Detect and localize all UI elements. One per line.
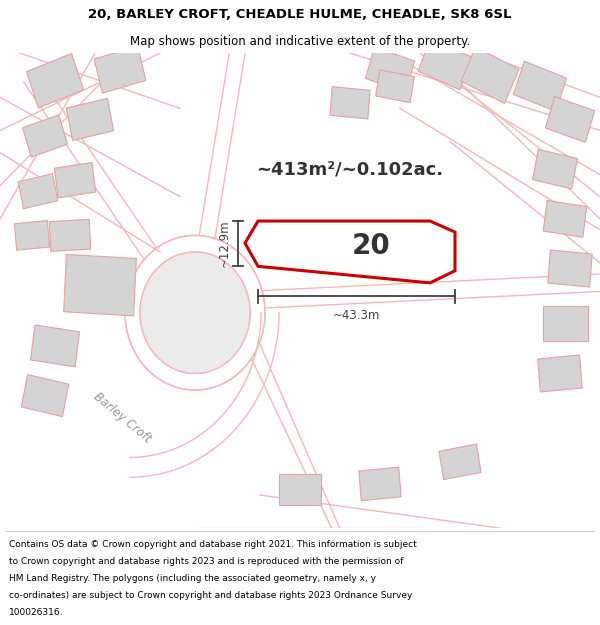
Polygon shape: [279, 474, 321, 505]
Text: ~12.9m: ~12.9m: [218, 220, 231, 268]
Polygon shape: [18, 174, 58, 209]
Text: HM Land Registry. The polygons (including the associated geometry, namely x, y: HM Land Registry. The polygons (includin…: [9, 574, 376, 582]
Text: Barley Croft: Barley Croft: [91, 390, 153, 445]
Polygon shape: [538, 355, 582, 392]
Polygon shape: [31, 325, 80, 367]
Polygon shape: [245, 221, 455, 283]
Polygon shape: [23, 115, 67, 157]
Text: 20, BARLEY CROFT, CHEADLE HULME, CHEADLE, SK8 6SL: 20, BARLEY CROFT, CHEADLE HULME, CHEADLE…: [88, 8, 512, 21]
Polygon shape: [418, 39, 472, 90]
Polygon shape: [94, 46, 146, 93]
Polygon shape: [548, 250, 592, 287]
Polygon shape: [64, 254, 136, 316]
Circle shape: [140, 252, 250, 374]
Polygon shape: [330, 87, 370, 119]
Polygon shape: [514, 61, 566, 111]
Polygon shape: [365, 47, 415, 92]
Text: Contains OS data © Crown copyright and database right 2021. This information is : Contains OS data © Crown copyright and d…: [9, 540, 417, 549]
Text: co-ordinates) are subject to Crown copyright and database rights 2023 Ordnance S: co-ordinates) are subject to Crown copyr…: [9, 591, 412, 599]
Polygon shape: [533, 149, 577, 189]
Polygon shape: [376, 70, 415, 102]
Polygon shape: [22, 374, 68, 417]
Polygon shape: [359, 467, 401, 501]
Polygon shape: [49, 219, 91, 251]
Polygon shape: [542, 306, 587, 341]
Polygon shape: [26, 54, 83, 108]
Polygon shape: [461, 47, 519, 104]
Polygon shape: [55, 162, 95, 198]
Text: ~413m²/~0.102ac.: ~413m²/~0.102ac.: [256, 160, 443, 178]
Polygon shape: [543, 201, 587, 238]
Text: Map shows position and indicative extent of the property.: Map shows position and indicative extent…: [130, 35, 470, 48]
Text: to Crown copyright and database rights 2023 and is reproduced with the permissio: to Crown copyright and database rights 2…: [9, 557, 403, 566]
Polygon shape: [545, 96, 595, 142]
Polygon shape: [439, 444, 481, 479]
Polygon shape: [14, 221, 49, 250]
Polygon shape: [67, 98, 113, 141]
Text: ~43.3m: ~43.3m: [333, 309, 380, 322]
Text: 100026316.: 100026316.: [9, 608, 64, 616]
Text: 20: 20: [352, 232, 391, 260]
